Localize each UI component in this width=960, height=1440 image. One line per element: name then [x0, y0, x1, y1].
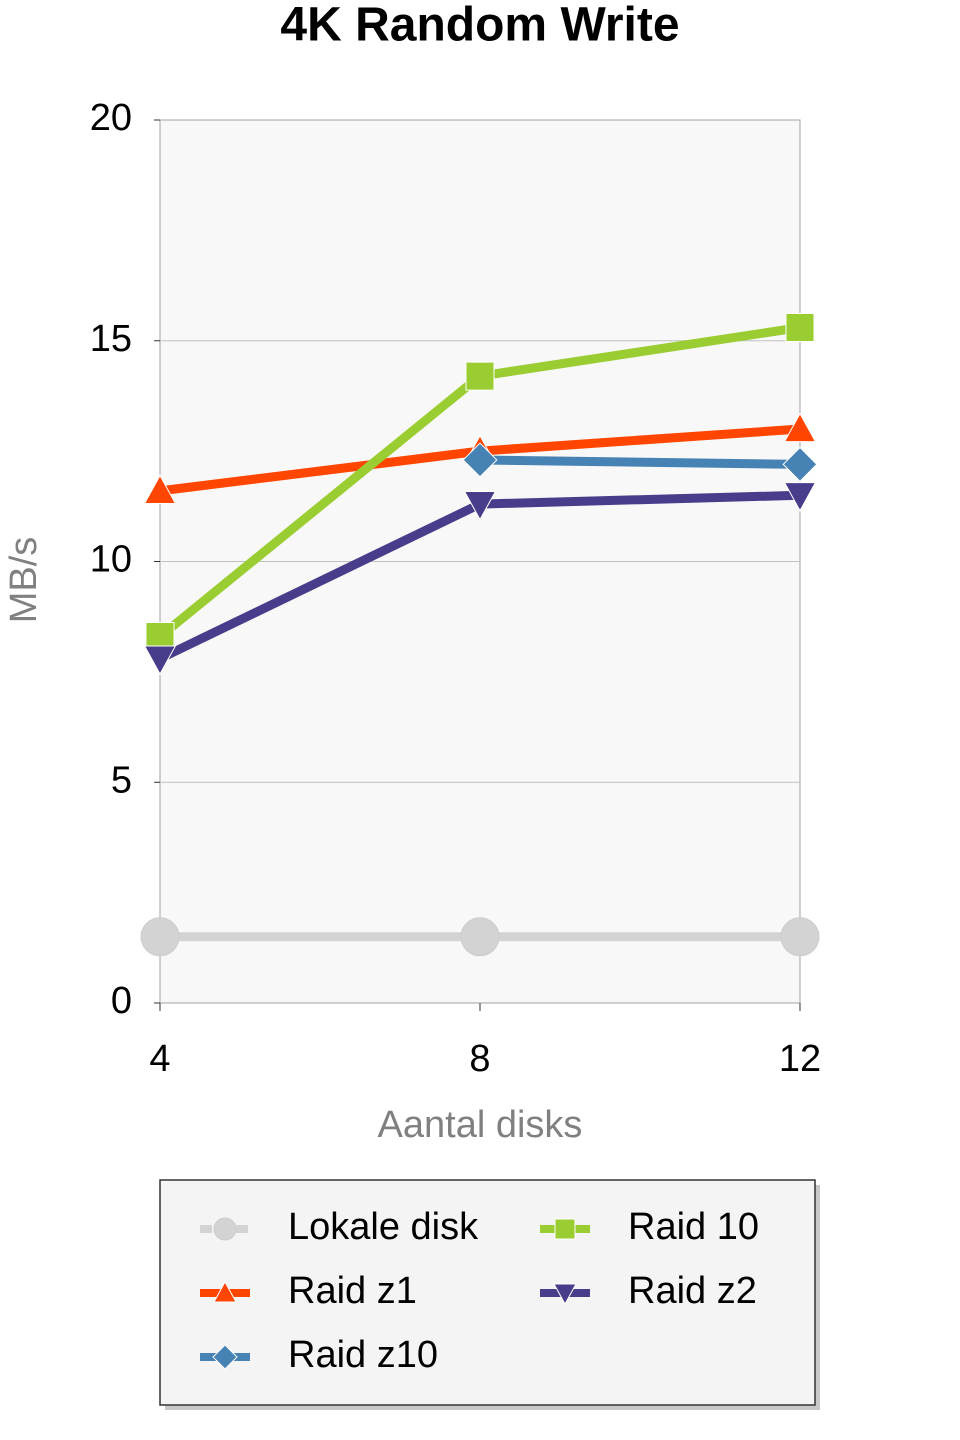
- marker: [783, 412, 817, 443]
- y-axis-label: MB/s: [3, 537, 45, 624]
- legend-label: Raid 10: [628, 1206, 759, 1248]
- legend-label: Raid z2: [628, 1270, 757, 1312]
- marker: [213, 1217, 237, 1241]
- marker: [213, 1280, 237, 1303]
- marker: [783, 482, 817, 512]
- marker: [460, 917, 500, 957]
- marker: [465, 361, 495, 391]
- x-tick-label: 12: [779, 1038, 821, 1080]
- marker: [212, 1344, 238, 1370]
- series-line: [479, 455, 801, 469]
- marker: [780, 917, 820, 957]
- marker: [782, 446, 818, 482]
- marker: [554, 1218, 576, 1240]
- marker: [463, 491, 497, 521]
- x-axis-label: Aantal disks: [378, 1104, 583, 1146]
- marker: [553, 1283, 577, 1306]
- y-tick-label: 15: [90, 318, 132, 360]
- y-tick-label: 10: [90, 539, 132, 581]
- legend-label: Raid z1: [288, 1270, 417, 1312]
- legend-label: Lokale disk: [288, 1206, 479, 1248]
- marker: [462, 442, 498, 478]
- marker: [785, 313, 815, 343]
- legend-label: Raid z10: [288, 1334, 438, 1376]
- marker: [143, 474, 177, 504]
- y-tick-label: 5: [111, 759, 132, 801]
- legend: [159, 1179, 816, 1406]
- marker: [140, 917, 180, 957]
- marker: [143, 645, 177, 676]
- y-tick-label: 0: [111, 980, 132, 1022]
- x-tick-label: 8: [469, 1038, 490, 1080]
- chart-title: 4K Random Write: [280, 0, 679, 52]
- x-tick-label: 4: [149, 1038, 170, 1080]
- y-tick-label: 20: [90, 97, 132, 139]
